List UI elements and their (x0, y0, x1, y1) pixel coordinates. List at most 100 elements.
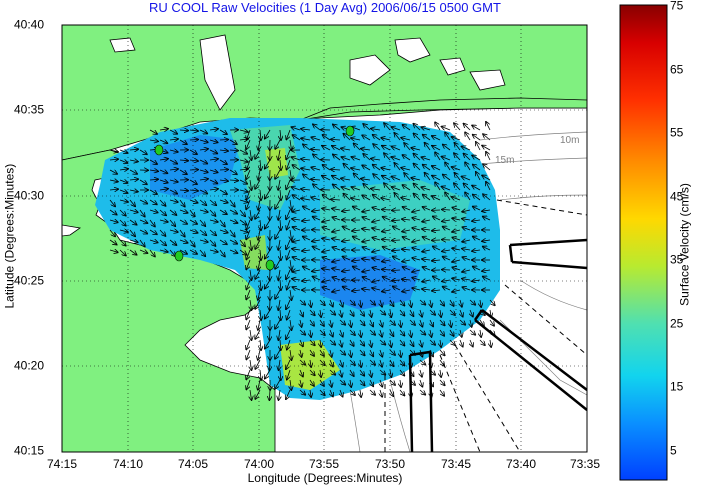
velocity-arrow (362, 135, 371, 141)
velocity-arrow (260, 369, 261, 380)
velocity-arrow (239, 230, 248, 232)
velocity-arrow (460, 329, 462, 337)
velocity-arrow (440, 339, 441, 347)
velocity-arrow (352, 230, 361, 231)
velocity-arrow (265, 249, 271, 259)
velocity-arrow (199, 240, 208, 242)
velocity-arrow (286, 389, 291, 399)
velocity-arrow (370, 379, 373, 386)
velocity-arrow (401, 138, 411, 140)
velocity-arrow (169, 230, 178, 232)
velocity-arrow (372, 258, 381, 260)
velocity-arrow (330, 319, 332, 327)
velocity-arrow (449, 309, 455, 315)
velocity-arrow (119, 160, 127, 163)
velocity-arrow (463, 227, 471, 230)
velocity-arrow (309, 309, 315, 315)
velocity-arrow (455, 173, 461, 181)
velocity-arrow (473, 207, 481, 210)
radar-station-marker (174, 250, 184, 262)
velocity-arrow (280, 279, 281, 290)
velocity-arrow (459, 319, 465, 325)
velocity-arrow (279, 389, 281, 400)
velocity-arrow (255, 269, 261, 279)
velocity-arrow (381, 168, 391, 170)
velocity-arrow (372, 250, 381, 252)
velocity-arrow (420, 319, 422, 327)
velocity-arrow (209, 199, 216, 205)
velocity-arrow (419, 299, 425, 305)
velocity-arrow (179, 169, 187, 174)
velocity-arrow (292, 187, 301, 190)
velocity-arrow (433, 277, 441, 281)
velocity-arrow (322, 250, 331, 252)
colorbar-tick-label: 5 (670, 443, 677, 458)
velocity-arrow (373, 195, 381, 201)
velocity-arrow (129, 179, 138, 180)
velocity-arrow (278, 239, 280, 250)
velocity-arrow (350, 349, 351, 357)
velocity-arrow (129, 169, 137, 174)
velocity-arrow (219, 230, 228, 233)
velocity-arrow (392, 240, 401, 241)
velocity-arrow (341, 148, 351, 150)
velocity-arrow (129, 190, 138, 192)
velocity-arrow (169, 130, 177, 134)
velocity-arrow (246, 339, 251, 349)
velocity-arrow (462, 147, 471, 151)
velocity-arrow (199, 229, 206, 235)
velocity-arrow (452, 267, 461, 270)
velocity-arrow (209, 229, 216, 235)
velocity-arrow (414, 184, 421, 191)
velocity-arrow (189, 230, 198, 233)
velocity-arrow (239, 249, 247, 255)
velocity-arrow (239, 130, 248, 132)
velocity-arrow (250, 389, 252, 400)
velocity-arrow (250, 299, 252, 310)
velocity-arrow (229, 229, 235, 237)
velocity-arrow (219, 189, 227, 194)
velocity-arrow (390, 369, 391, 377)
velocity-arrow (390, 309, 391, 317)
velocity-arrow (454, 123, 461, 131)
velocity-arrow (372, 268, 381, 270)
velocity-arrow (369, 329, 375, 335)
velocity-arrow (159, 220, 168, 222)
x-tick-label: 74:10 (112, 457, 144, 471)
velocity-arrow (339, 319, 345, 325)
velocity-arrow (129, 160, 138, 162)
velocity-arrow (129, 219, 137, 225)
velocity-arrow (483, 164, 491, 171)
velocity-arrow (302, 280, 311, 281)
map-plot-area: 10m 15m (62, 25, 587, 452)
velocity-arrow (465, 132, 471, 141)
velocity-arrow (109, 180, 118, 182)
velocity-arrow (275, 199, 281, 209)
velocity-arrow (159, 229, 165, 236)
velocity-arrow (239, 180, 247, 184)
velocity-arrow (429, 309, 435, 315)
y-tick-label: 40:30 (14, 188, 45, 203)
velocity-arrow (380, 349, 382, 357)
velocity-arrow (119, 169, 128, 170)
velocity-arrow (343, 227, 351, 230)
velocity-arrow (403, 125, 411, 131)
velocity-arrow (390, 299, 394, 306)
velocity-arrow (301, 138, 311, 140)
velocity-arrow (329, 309, 335, 315)
velocity-arrow (393, 227, 401, 231)
velocity-arrow (463, 257, 471, 260)
velocity-arrow (119, 209, 126, 216)
velocity-arrow (309, 369, 315, 375)
velocity-arrow (255, 209, 261, 219)
velocity-arrow (159, 209, 166, 215)
velocity-arrow (149, 210, 158, 213)
velocity-arrow (275, 379, 281, 389)
velocity-arrow (258, 259, 260, 270)
velocity-arrow (340, 359, 343, 367)
velocity-arrow (270, 329, 271, 340)
velocity-arrow (139, 250, 147, 253)
velocity-arrow (303, 207, 311, 211)
velocity-arrow (439, 359, 444, 366)
velocity-arrow (292, 219, 301, 220)
